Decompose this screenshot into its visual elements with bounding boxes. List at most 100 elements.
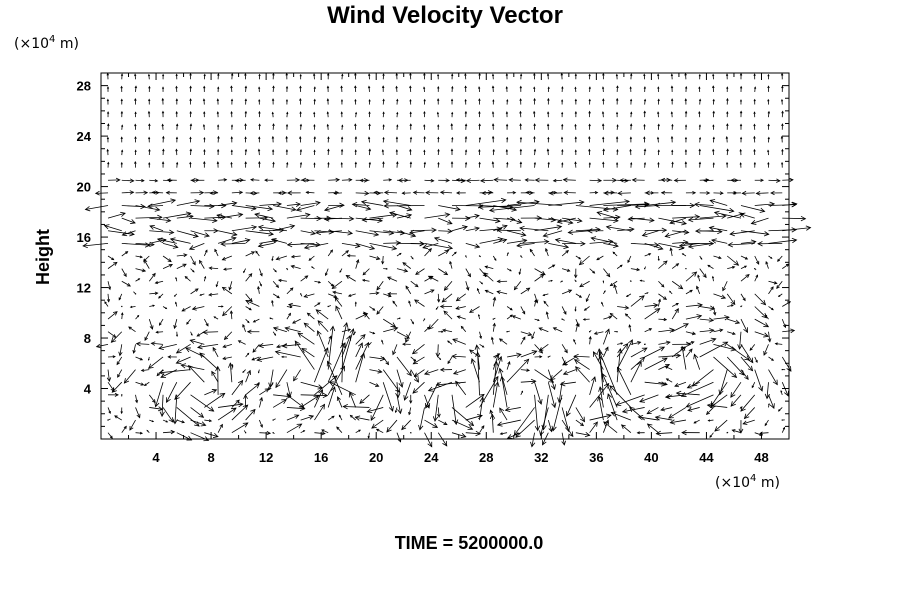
wind-vector: [603, 177, 618, 183]
wind-vector: [341, 124, 344, 130]
wind-vector: [519, 98, 522, 105]
wind-vector: [435, 306, 439, 310]
wind-vector: [135, 431, 144, 435]
wind-vector: [492, 99, 495, 105]
wind-vector: [767, 149, 770, 156]
wind-vector: [190, 230, 210, 238]
wind-vector: [244, 85, 248, 92]
wind-vector: [561, 123, 564, 130]
wind-vector: [768, 286, 774, 295]
wind-vector: [520, 368, 531, 372]
wind-vector: [259, 419, 263, 428]
wind-vector: [376, 306, 384, 315]
wind-vector: [644, 302, 659, 308]
wind-vector: [589, 217, 619, 224]
wind-vector: [671, 263, 680, 269]
wind-vector: [176, 407, 200, 427]
wind-vector: [644, 308, 661, 320]
wind-vector: [616, 264, 623, 269]
wind-vector: [396, 205, 413, 212]
wind-vector: [506, 252, 509, 257]
wind-vector: [269, 317, 274, 320]
wind-vector: [220, 241, 246, 247]
wind-vector: [478, 86, 481, 92]
wind-vector: [230, 136, 233, 143]
wind-vector: [740, 205, 766, 213]
wind-vector: [754, 369, 764, 392]
wind-vector: [299, 97, 302, 105]
wind-vector: [520, 390, 524, 396]
wind-vector: [617, 342, 624, 345]
wind-vector: [561, 86, 564, 92]
x-tick-label: 32: [534, 450, 548, 465]
wind-vector: [121, 268, 127, 278]
wind-vector: [654, 415, 673, 421]
wind-vector: [422, 242, 439, 250]
wind-vector: [271, 135, 275, 143]
wind-vector: [754, 255, 760, 265]
wind-vector: [408, 300, 412, 307]
wind-vector: [753, 148, 756, 156]
wind-vector: [120, 85, 123, 92]
y-tick-label: 16: [77, 230, 91, 245]
wind-vector: [588, 335, 592, 345]
wind-vector: [664, 230, 687, 238]
wind-vector: [355, 342, 363, 358]
wind-vector: [259, 388, 270, 396]
wind-vector: [433, 236, 453, 244]
wind-vector: [204, 392, 226, 408]
wind-vector: [496, 279, 508, 284]
wind-vector: [189, 123, 193, 130]
wind-vector: [479, 190, 493, 195]
wind-vector: [589, 421, 598, 433]
wind-vector: [143, 255, 150, 262]
wind-vector: [641, 230, 659, 237]
wind-vector: [383, 267, 388, 270]
wind-vector: [712, 110, 715, 118]
wind-vector: [781, 368, 786, 371]
wind-vector: [409, 111, 412, 118]
wind-vector: [754, 293, 767, 306]
wind-vector: [396, 161, 399, 168]
wind-vector: [222, 306, 233, 317]
wind-vector: [334, 296, 343, 307]
wind-vector: [451, 394, 459, 426]
wind-vector: [725, 161, 729, 168]
wind-vector: [230, 98, 234, 105]
wind-vector: [110, 331, 123, 343]
wind-vector: [629, 136, 633, 143]
wind-vector: [534, 382, 543, 405]
wind-vector: [230, 161, 233, 168]
wind-vector: [644, 357, 668, 370]
wind-vector: [82, 242, 109, 249]
wind-vector: [249, 191, 260, 195]
wind-vector: [754, 318, 770, 328]
wind-vector: [216, 148, 220, 156]
wind-vector: [190, 177, 205, 183]
wind-vector: [175, 111, 178, 118]
wind-vector: [327, 415, 335, 421]
wind-vector: [160, 369, 177, 378]
wind-vector: [534, 355, 543, 359]
wind-vector: [684, 72, 687, 80]
wind-vector: [354, 161, 357, 168]
wind-vector: [411, 344, 425, 355]
wind-vector: [149, 291, 159, 295]
wind-vector: [340, 99, 344, 105]
wind-vector: [768, 178, 781, 183]
wind-vector: [740, 293, 746, 302]
wind-vector: [162, 242, 179, 249]
wind-vector: [135, 341, 150, 347]
wind-vector: [328, 190, 340, 195]
wind-vector: [161, 123, 164, 130]
wind-vector: [451, 111, 454, 118]
wind-vector: [740, 394, 756, 412]
wind-vector: [548, 279, 553, 282]
wind-vector: [203, 136, 206, 143]
wind-vector: [740, 344, 754, 364]
wind-vector: [451, 407, 475, 427]
wind-vector: [729, 230, 755, 237]
wind-vector: [382, 161, 385, 168]
wind-vector: [739, 148, 742, 156]
wind-vector: [149, 406, 164, 412]
